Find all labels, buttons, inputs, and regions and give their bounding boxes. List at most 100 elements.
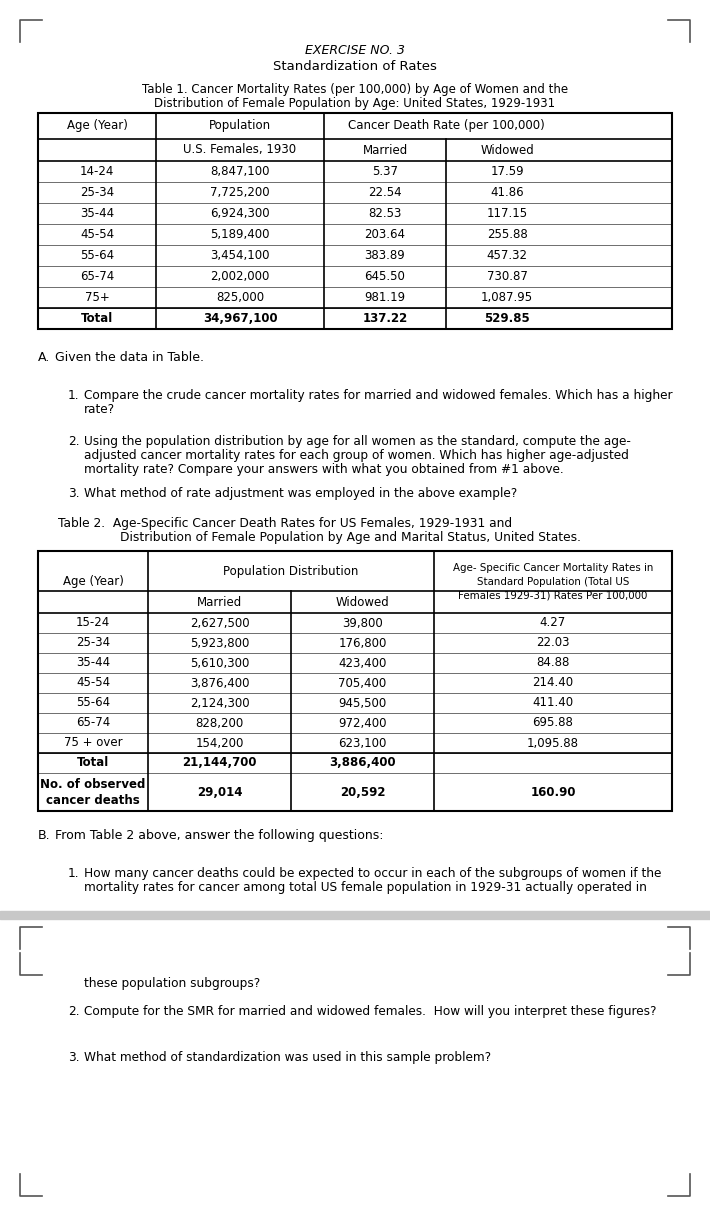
Text: Compute for the SMR for married and widowed females.  How will you interpret the: Compute for the SMR for married and wido… xyxy=(84,1005,657,1019)
Text: 972,400: 972,400 xyxy=(338,716,387,730)
Text: 8,847,100: 8,847,100 xyxy=(210,165,270,178)
Text: 5,189,400: 5,189,400 xyxy=(210,228,270,242)
Text: Married: Married xyxy=(197,596,242,608)
Text: 39,800: 39,800 xyxy=(342,617,383,630)
Text: Table 2.  Age-Specific Cancer Death Rates for US Females, 1929-1931 and: Table 2. Age-Specific Cancer Death Rates… xyxy=(58,517,512,531)
Text: 945,500: 945,500 xyxy=(339,697,387,709)
Text: 22.54: 22.54 xyxy=(368,186,402,199)
Text: No. of observed
cancer deaths: No. of observed cancer deaths xyxy=(40,777,146,806)
Text: 65-74: 65-74 xyxy=(76,716,110,730)
Text: mortality rate? Compare your answers with what you obtained from #1 above.: mortality rate? Compare your answers wit… xyxy=(84,463,564,476)
Text: Age- Specific Cancer Mortality Rates in
Standard Population (Total US
Females 19: Age- Specific Cancer Mortality Rates in … xyxy=(453,563,653,601)
Bar xyxy=(38,113,672,329)
Text: Population Distribution: Population Distribution xyxy=(224,565,359,578)
Text: 695.88: 695.88 xyxy=(532,716,574,730)
Text: these population subgroups?: these population subgroups? xyxy=(84,977,261,989)
Text: 3,876,400: 3,876,400 xyxy=(190,676,249,690)
Text: Total: Total xyxy=(77,756,109,770)
Text: Widowed: Widowed xyxy=(336,596,389,608)
Text: 1,087.95: 1,087.95 xyxy=(481,291,533,304)
Text: 17.59: 17.59 xyxy=(490,165,524,178)
Text: Distribution of Female Population by Age: United States, 1929-1931: Distribution of Female Population by Age… xyxy=(155,97,555,110)
Text: Population: Population xyxy=(209,119,271,132)
Text: 55-64: 55-64 xyxy=(76,697,110,709)
Text: 3,454,100: 3,454,100 xyxy=(210,249,270,262)
Text: 45-54: 45-54 xyxy=(80,228,114,242)
Text: 15-24: 15-24 xyxy=(76,617,110,630)
Text: 1.: 1. xyxy=(68,867,80,880)
Text: Table 1. Cancer Mortality Rates (per 100,000) by Age of Women and the: Table 1. Cancer Mortality Rates (per 100… xyxy=(142,83,568,96)
Text: 3.: 3. xyxy=(68,487,80,500)
Text: 35-44: 35-44 xyxy=(80,208,114,220)
Text: 75 + over: 75 + over xyxy=(64,737,122,749)
Text: EXERCISE NO. 3: EXERCISE NO. 3 xyxy=(305,44,405,57)
Text: 423,400: 423,400 xyxy=(338,657,387,669)
Text: 2.: 2. xyxy=(68,1005,80,1019)
Text: 21,144,700: 21,144,700 xyxy=(182,756,257,770)
Text: 117.15: 117.15 xyxy=(486,208,528,220)
Text: Widowed: Widowed xyxy=(480,143,534,157)
Text: 4.27: 4.27 xyxy=(540,617,566,630)
Text: 20,592: 20,592 xyxy=(340,785,386,799)
Text: 828,200: 828,200 xyxy=(195,716,244,730)
Text: 34,967,100: 34,967,100 xyxy=(202,312,278,325)
Text: adjusted cancer mortality rates for each group of women. Which has higher age-ad: adjusted cancer mortality rates for each… xyxy=(84,449,629,463)
Text: What method of standardization was used in this sample problem?: What method of standardization was used … xyxy=(84,1051,491,1063)
Text: 623,100: 623,100 xyxy=(338,737,387,749)
Text: mortality rates for cancer among total US female population in 1929-31 actually : mortality rates for cancer among total U… xyxy=(84,881,647,894)
Text: 5.37: 5.37 xyxy=(372,165,398,178)
Text: 214.40: 214.40 xyxy=(532,676,574,690)
Text: 645.50: 645.50 xyxy=(364,270,405,283)
Text: 25-34: 25-34 xyxy=(76,636,110,649)
Text: 255.88: 255.88 xyxy=(486,228,528,242)
Text: 75+: 75+ xyxy=(84,291,109,304)
Text: 3,886,400: 3,886,400 xyxy=(329,756,395,770)
Text: 176,800: 176,800 xyxy=(338,636,387,649)
Text: What method of rate adjustment was employed in the above example?: What method of rate adjustment was emplo… xyxy=(84,487,518,500)
Text: Age (Year): Age (Year) xyxy=(62,575,124,589)
Text: 82.53: 82.53 xyxy=(368,208,402,220)
Text: 84.88: 84.88 xyxy=(536,657,569,669)
Text: 2,002,000: 2,002,000 xyxy=(210,270,270,283)
Text: Total: Total xyxy=(81,312,113,325)
Text: 825,000: 825,000 xyxy=(216,291,264,304)
Text: 45-54: 45-54 xyxy=(76,676,110,690)
Text: 203.64: 203.64 xyxy=(364,228,405,242)
Text: 411.40: 411.40 xyxy=(532,697,574,709)
Text: 1.: 1. xyxy=(68,388,80,402)
Text: 5,923,800: 5,923,800 xyxy=(190,636,249,649)
Text: A.: A. xyxy=(38,351,50,364)
Text: 35-44: 35-44 xyxy=(76,657,110,669)
Text: 3.: 3. xyxy=(68,1051,80,1063)
Text: Cancer Death Rate (per 100,000): Cancer Death Rate (per 100,000) xyxy=(348,119,545,132)
Text: U.S. Females, 1930: U.S. Females, 1930 xyxy=(183,143,297,157)
Bar xyxy=(0,910,710,919)
Text: 529.85: 529.85 xyxy=(484,312,530,325)
Text: 730.87: 730.87 xyxy=(486,270,528,283)
Text: 137.22: 137.22 xyxy=(362,312,408,325)
Text: 2,124,300: 2,124,300 xyxy=(190,697,249,709)
Text: 14-24: 14-24 xyxy=(80,165,114,178)
Text: 2,627,500: 2,627,500 xyxy=(190,617,249,630)
Text: 705,400: 705,400 xyxy=(339,676,387,690)
Text: 22.03: 22.03 xyxy=(536,636,569,649)
Text: Age (Year): Age (Year) xyxy=(67,119,127,132)
Text: Using the population distribution by age for all women as the standard, compute : Using the population distribution by age… xyxy=(84,435,631,448)
Text: rate?: rate? xyxy=(84,403,115,416)
Text: 65-74: 65-74 xyxy=(80,270,114,283)
Text: Standardization of Rates: Standardization of Rates xyxy=(273,59,437,73)
Text: 383.89: 383.89 xyxy=(365,249,405,262)
Text: 1,095.88: 1,095.88 xyxy=(527,737,579,749)
Text: Distribution of Female Population by Age and Marital Status, United States.: Distribution of Female Population by Age… xyxy=(120,531,581,544)
Text: 25-34: 25-34 xyxy=(80,186,114,199)
Text: 29,014: 29,014 xyxy=(197,785,242,799)
Text: Given the data in Table.: Given the data in Table. xyxy=(55,351,204,364)
Text: 154,200: 154,200 xyxy=(195,737,244,749)
Text: 6,924,300: 6,924,300 xyxy=(210,208,270,220)
Text: 5,610,300: 5,610,300 xyxy=(190,657,249,669)
Text: 55-64: 55-64 xyxy=(80,249,114,262)
Text: Married: Married xyxy=(362,143,408,157)
Bar xyxy=(38,551,672,811)
Text: 457.32: 457.32 xyxy=(486,249,528,262)
Text: 7,725,200: 7,725,200 xyxy=(210,186,270,199)
